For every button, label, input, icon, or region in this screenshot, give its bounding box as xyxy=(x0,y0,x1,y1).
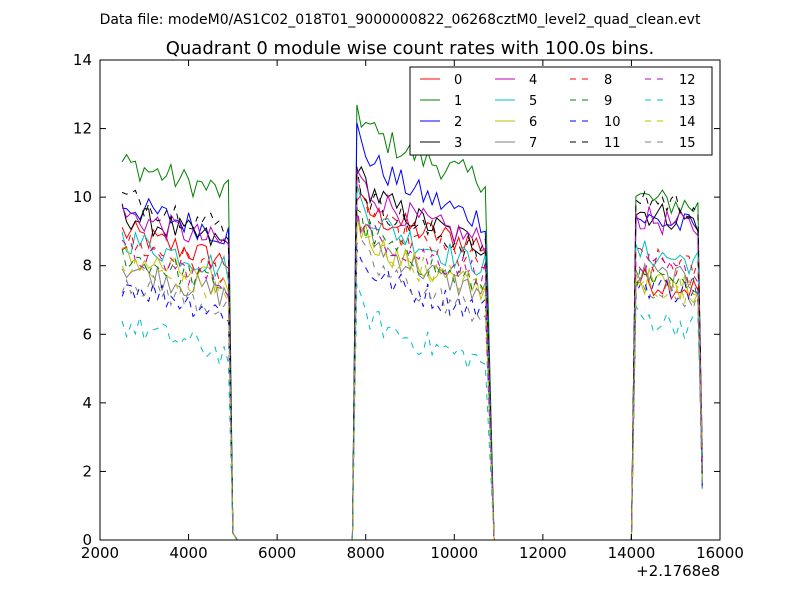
legend-label-5: 5 xyxy=(529,94,537,109)
legend-label-9: 9 xyxy=(604,94,612,109)
plot-area xyxy=(121,104,703,541)
plot-frame xyxy=(99,59,721,541)
legend-label-12: 12 xyxy=(679,73,696,88)
legend-label-2: 2 xyxy=(454,115,462,130)
y-tick-label: 2 xyxy=(82,462,92,480)
series-line-4 xyxy=(121,167,703,541)
series-line-3 xyxy=(121,165,703,541)
x-tick-label: 6000 xyxy=(258,544,296,562)
chart-title: Quadrant 0 module wise count rates with … xyxy=(166,38,655,59)
x-tick-label: 12000 xyxy=(519,544,567,562)
series-line-12 xyxy=(121,206,703,541)
series-line-15 xyxy=(121,238,703,541)
legend-label-11: 11 xyxy=(604,136,621,151)
legend-label-6: 6 xyxy=(529,115,537,130)
legend-label-10: 10 xyxy=(604,115,621,130)
x-tick-label: 14000 xyxy=(608,544,656,562)
x-axis-offset-label: +2.1768e8 xyxy=(636,562,720,580)
legend-label-3: 3 xyxy=(454,136,462,151)
series-line-10 xyxy=(121,249,703,541)
y-tick-label: 10 xyxy=(73,188,92,206)
series-line-9 xyxy=(121,208,703,541)
legend-label-14: 14 xyxy=(679,115,696,130)
x-tick-label: 16000 xyxy=(696,544,744,562)
legend-label-7: 7 xyxy=(529,136,537,151)
y-tick-label: 4 xyxy=(82,394,92,412)
x-tick-label: 8000 xyxy=(347,544,385,562)
legend-label-0: 0 xyxy=(454,73,462,88)
series-line-11 xyxy=(121,166,703,541)
y-tick-label: 0 xyxy=(82,531,92,549)
legend-label-13: 13 xyxy=(679,94,696,109)
y-tick-label: 8 xyxy=(82,257,92,275)
legend-label-4: 4 xyxy=(529,73,537,88)
series-line-5 xyxy=(121,184,703,541)
legend-label-15: 15 xyxy=(679,136,696,151)
y-tick-label: 12 xyxy=(73,120,92,138)
series-line-1 xyxy=(121,104,703,541)
y-tick-label: 6 xyxy=(82,325,92,343)
y-tick-label: 14 xyxy=(73,51,92,69)
x-axis: 2000 4000 6000 8000 10000 12000 14000 16000 xyxy=(81,60,744,562)
x-tick-label: 2000 xyxy=(81,544,119,562)
x-tick-label: 4000 xyxy=(169,544,207,562)
series-line-2 xyxy=(122,122,703,541)
series-line-13 xyxy=(121,283,703,541)
chart-suptitle: Data file: modeM0/AS1C02_018T01_90000008… xyxy=(100,12,701,28)
series-line-14 xyxy=(121,223,703,541)
legend-label-8: 8 xyxy=(604,73,612,88)
legend-label-1: 1 xyxy=(454,94,462,109)
x-tick-label: 10000 xyxy=(430,544,478,562)
legend-box xyxy=(409,66,713,156)
series-line-0 xyxy=(121,193,703,541)
